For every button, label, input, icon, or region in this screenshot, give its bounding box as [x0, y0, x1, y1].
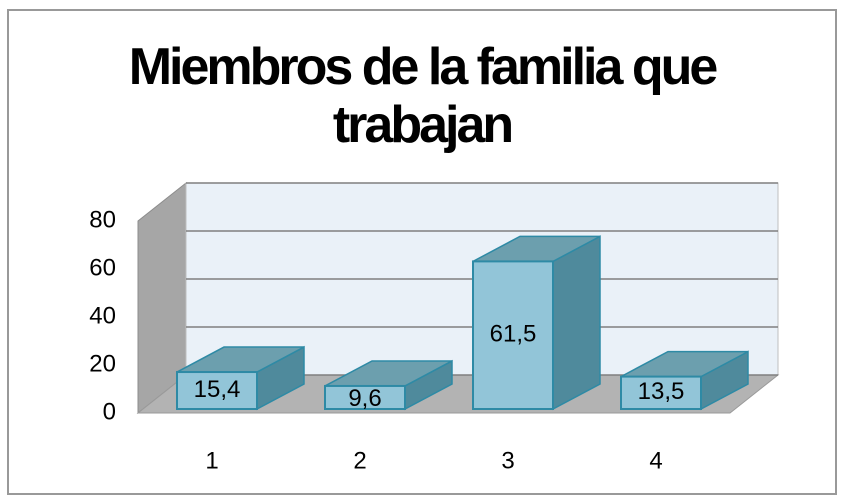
x-tick-label: 1 — [205, 447, 218, 474]
x-tick-label: 2 — [353, 447, 366, 474]
data-label: 9,6 — [348, 385, 381, 412]
bar — [324, 384, 406, 410]
x-tick-label: 3 — [501, 447, 514, 474]
y-tick-label: 40 — [89, 302, 116, 329]
y-tick-label: 80 — [89, 206, 116, 233]
y-tick-label: 0 — [103, 398, 116, 425]
bar — [472, 260, 554, 410]
x-tick-label: 4 — [649, 447, 662, 474]
bar — [176, 371, 258, 411]
y-tick-label: 20 — [89, 350, 116, 377]
data-label: 15,4 — [194, 376, 241, 403]
bar — [620, 375, 702, 411]
bar-side — [552, 235, 601, 411]
data-label: 61,5 — [490, 321, 537, 348]
y-tick-label: 60 — [89, 254, 116, 281]
chart-title: Miembros de la familia que trabajan — [128, 38, 719, 154]
data-label: 13,5 — [638, 378, 685, 405]
